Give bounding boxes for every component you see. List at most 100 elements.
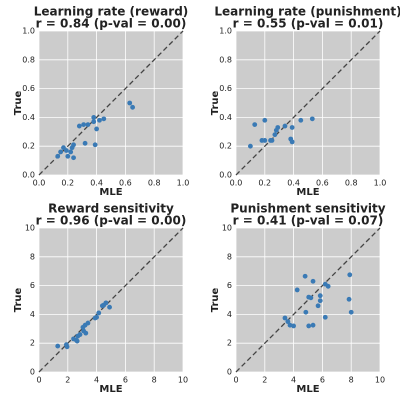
point [294,287,300,293]
y-tick-label: 0.2 [22,142,35,151]
point [76,123,82,129]
point [347,272,353,278]
x-tick-label: 2 [262,376,267,385]
y-tick-label: 6 [30,281,35,290]
chart-subtitle: r = 0.96 (p-val = 0.00) [36,214,187,228]
point [282,315,288,321]
point [322,314,328,320]
x-tick-label: 1.0 [177,179,190,188]
point [103,300,109,306]
x-tick-label: 0.4 [90,179,103,188]
point [94,314,99,320]
y-tick-label: 0.4 [219,113,232,122]
point [85,122,91,127]
x-tick-label: 0.2 [61,179,74,188]
x-tick-label: 0.4 [287,179,300,188]
y-tick-label: 0.6 [22,84,35,93]
x-tick-label: 10 [178,376,188,385]
x-tick-label: 0.0 [33,179,46,188]
x-tick-label: 0.6 [316,179,329,188]
point [317,298,323,304]
y-tick-label: 10 [25,224,35,233]
y-tick-label: 0.0 [22,171,35,180]
y-axis-label: True [13,288,24,313]
y-tick-label: 0 [227,368,232,377]
point [96,310,102,316]
y-tick-label: 2 [227,339,232,348]
point [325,283,331,289]
point [289,139,295,145]
plot-background [236,228,380,372]
point [64,344,70,350]
x-tick-label: 0.0 [230,179,243,188]
point [285,319,291,324]
x-tick-label: 0.6 [119,179,132,188]
chart-title: Reward sensitivity [48,202,174,216]
chart-title: Learning rate (punishment) [214,5,400,19]
chart-title: Punishment sensitivity [230,202,385,216]
point [55,153,61,159]
point [309,116,315,122]
y-tick-label: 0 [30,368,35,377]
y-tick-label: 8 [30,252,35,261]
x-tick-label: 4 [94,376,99,385]
point [63,148,69,153]
panel: 0.0 0.2 0.4 0.6 0.8 1.0 0.0 0.2 0.4 0.6 0.8 1.0 Lear… [13,5,189,199]
y-tick-label: 0.6 [219,84,232,93]
x-tick-label: 4 [291,376,296,385]
point [308,295,314,301]
y-tick-label: 1.0 [22,27,35,36]
point [65,153,71,159]
x-tick-label: 1.0 [374,179,387,188]
identity-line [38,227,184,373]
x-tick-label: 0.2 [258,179,271,188]
y-tick-label: 10 [222,224,232,233]
y-tick-label: 8 [227,252,232,261]
x-tick-label: 8 [152,376,157,385]
point [127,100,133,106]
point [248,143,253,149]
x-tick-label: 0.8 [148,179,161,188]
point [346,296,352,302]
identity-line [38,30,184,176]
point [262,117,268,123]
point [291,323,296,329]
point [82,140,88,146]
point [71,142,76,148]
point [58,149,63,155]
point [317,293,323,299]
point [81,122,87,127]
point [262,138,268,143]
point [310,278,316,284]
x-axis-label: MLE [99,384,122,395]
x-tick-label: 6 [123,376,128,385]
point [97,117,102,123]
point [83,330,89,336]
chart-title: Learning rate (reward) [34,5,189,19]
point [92,142,98,148]
point [91,115,97,120]
point [94,126,99,132]
point [74,338,80,344]
x-tick-label: 6 [320,376,325,385]
y-axis-label: True [210,288,221,313]
x-tick-label: 0 [36,376,41,385]
point [130,104,136,110]
x-axis-label: MLE [296,187,319,198]
identity-line [235,30,381,176]
point [269,138,275,143]
x-tick-label: 0 [233,376,238,385]
x-tick-label: 8 [349,376,354,385]
x-tick-label: 0.8 [345,179,358,188]
x-tick-label: 2 [65,376,70,385]
x-axis-label: MLE [99,187,122,198]
y-tick-label: 0.0 [219,171,232,180]
y-axis-label: True [210,91,221,116]
y-tick-label: 0.4 [22,113,35,122]
point [315,303,321,309]
y-tick-label: 0.2 [219,142,232,151]
panel: 0.0 0.2 0.4 0.6 0.8 1.0 0.0 0.2 0.4 0.6 0.8 1.0 Lear… [210,5,400,199]
